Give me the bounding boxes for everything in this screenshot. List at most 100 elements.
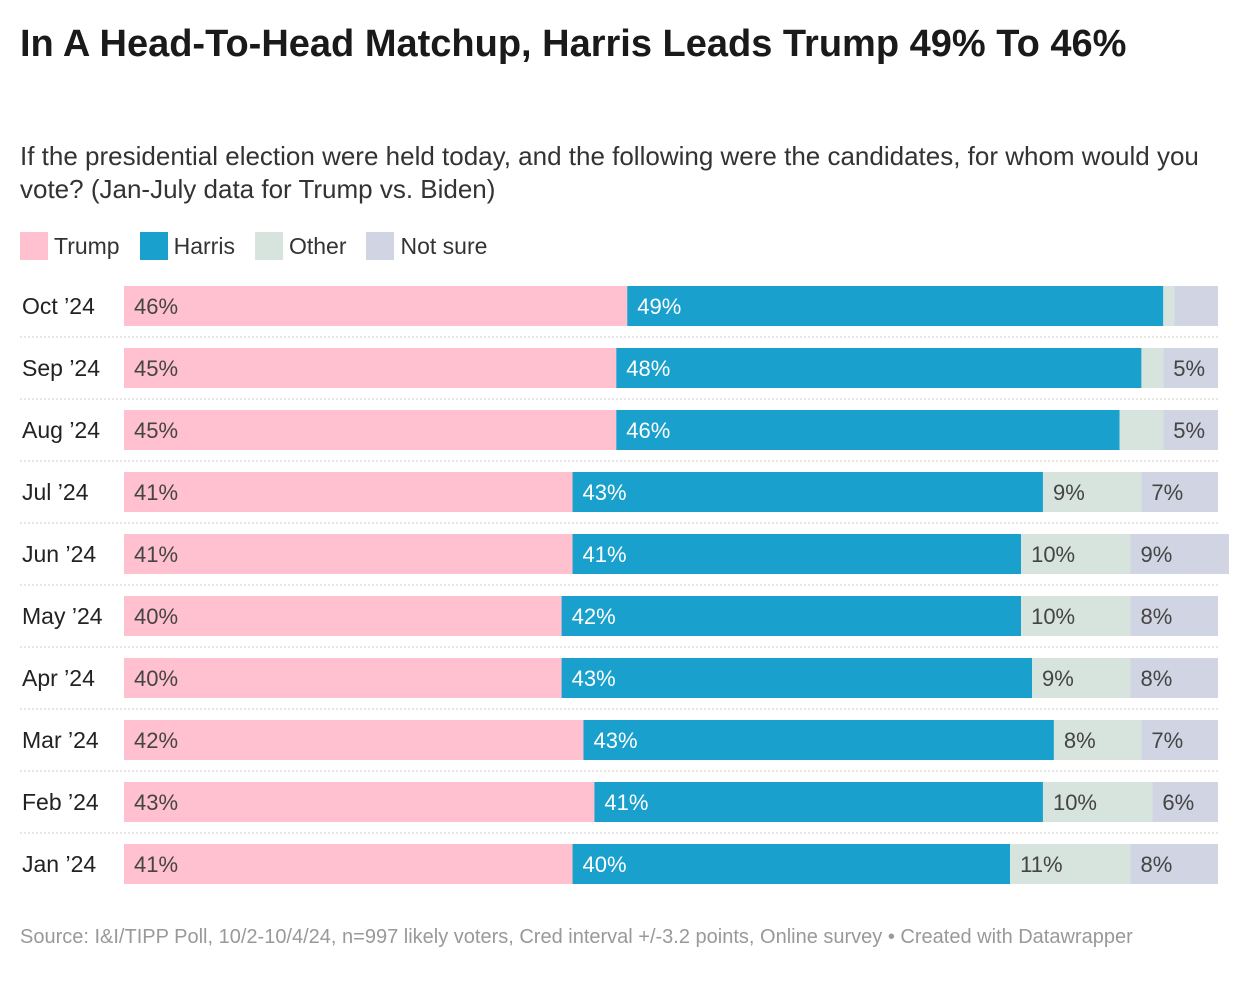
value-label-other-jul-24: 9% — [1053, 480, 1085, 505]
value-label-harris-aug-24: 46% — [626, 418, 670, 443]
category-label-sep-24: Sep ’24 — [22, 355, 100, 381]
value-label-harris-mar-24: 43% — [593, 728, 637, 753]
category-label-apr-24: Apr ’24 — [22, 665, 95, 691]
bar-other-mar-24 — [1053, 720, 1142, 760]
value-label-not-sure-mar-24: 7% — [1151, 728, 1183, 753]
value-label-trump-oct-24: 46% — [134, 294, 178, 319]
bar-not-sure-jun-24 — [1130, 534, 1229, 574]
bar-other-oct-24 — [1163, 286, 1175, 326]
value-label-not-sure-sep-24: 5% — [1173, 356, 1205, 381]
bar-harris-may-24 — [561, 596, 1022, 636]
bar-other-jun-24 — [1021, 534, 1131, 574]
legend-swatch-not-sure — [366, 232, 395, 260]
value-label-trump-may-24: 40% — [134, 604, 178, 629]
value-label-not-sure-may-24: 8% — [1140, 604, 1172, 629]
legend-label-harris: Harris — [173, 232, 235, 259]
value-label-trump-jun-24: 41% — [134, 542, 178, 567]
value-label-harris-sep-24: 48% — [626, 356, 670, 381]
bar-trump-sep-24 — [124, 348, 617, 388]
bar-harris-jan-24 — [572, 844, 1011, 884]
bar-other-feb-24 — [1042, 782, 1153, 822]
bar-other-apr-24 — [1032, 658, 1131, 698]
bar-harris-oct-24 — [627, 286, 1164, 326]
bar-not-sure-apr-24 — [1130, 658, 1218, 698]
bar-not-sure-jul-24 — [1141, 472, 1218, 512]
legend-swatch-other — [254, 232, 283, 260]
bar-harris-apr-24 — [561, 658, 1033, 698]
value-label-harris-jan-24: 40% — [583, 852, 627, 877]
value-label-other-apr-24: 9% — [1042, 666, 1074, 691]
bar-trump-mar-24 — [124, 720, 584, 760]
value-label-other-mar-24: 8% — [1064, 728, 1096, 753]
bar-harris-sep-24 — [616, 348, 1142, 388]
bar-other-jul-24 — [1042, 472, 1142, 512]
category-label-jan-24: Jan ’24 — [22, 851, 96, 877]
legend: Trump Harris Other Not sure — [20, 231, 507, 261]
bar-not-sure-sep-24 — [1163, 348, 1218, 388]
bar-trump-apr-24 — [124, 658, 562, 698]
category-label-may-24: May ’24 — [22, 603, 103, 629]
bar-harris-aug-24 — [616, 410, 1120, 450]
bar-harris-mar-24 — [583, 720, 1054, 760]
value-label-not-sure-feb-24: 6% — [1162, 790, 1194, 815]
value-label-not-sure-apr-24: 8% — [1140, 666, 1172, 691]
legend-swatch-harris — [139, 232, 168, 260]
value-label-not-sure-jan-24: 8% — [1140, 852, 1172, 877]
legend-item-harris: Harris — [139, 232, 235, 260]
value-label-harris-jul-24: 43% — [583, 480, 627, 505]
bar-harris-jul-24 — [572, 472, 1043, 512]
value-label-trump-feb-24: 43% — [134, 790, 178, 815]
bar-harris-feb-24 — [594, 782, 1043, 822]
bar-trump-oct-24 — [124, 286, 628, 326]
bar-other-sep-24 — [1141, 348, 1164, 388]
category-label-jun-24: Jun ’24 — [22, 541, 96, 567]
value-label-not-sure-aug-24: 5% — [1173, 418, 1205, 443]
bar-other-may-24 — [1021, 596, 1131, 636]
bar-other-aug-24 — [1119, 410, 1164, 450]
category-label-oct-24: Oct ’24 — [22, 293, 95, 319]
value-label-harris-feb-24: 41% — [604, 790, 648, 815]
source-note: Source: I&I/TIPP Poll, 10/2-10/4/24, n=9… — [20, 926, 1133, 948]
bar-trump-feb-24 — [124, 782, 595, 822]
category-label-jul-24: Jul ’24 — [22, 479, 89, 505]
value-label-trump-jul-24: 41% — [134, 480, 178, 505]
bar-not-sure-feb-24 — [1152, 782, 1218, 822]
value-label-trump-sep-24: 45% — [134, 356, 178, 381]
bar-not-sure-jan-24 — [1130, 844, 1218, 884]
bar-harris-jun-24 — [572, 534, 1022, 574]
value-label-not-sure-jun-24: 9% — [1140, 542, 1172, 567]
value-label-trump-jan-24: 41% — [134, 852, 178, 877]
legend-swatch-trump — [20, 232, 48, 260]
value-label-trump-aug-24: 45% — [134, 418, 178, 443]
legend-item-not-sure: Not sure — [366, 232, 487, 260]
category-label-mar-24: Mar ’24 — [22, 727, 99, 753]
category-label-feb-24: Feb ’24 — [22, 789, 99, 815]
value-label-harris-jun-24: 41% — [583, 542, 627, 567]
value-label-harris-may-24: 42% — [572, 604, 616, 629]
stacked-bar-chart: Oct ’24 46% 49% Sep ’24 45% 48% 5% Aug ’24 45% 46… — [20, 286, 1229, 884]
value-label-other-may-24: 10% — [1031, 604, 1075, 629]
bar-not-sure-aug-24 — [1163, 410, 1218, 450]
bar-not-sure-may-24 — [1130, 596, 1218, 636]
chart-subtitle: If the presidential election were held t… — [20, 141, 1199, 204]
value-label-harris-apr-24: 43% — [572, 666, 616, 691]
value-label-harris-oct-24: 49% — [637, 294, 681, 319]
value-label-trump-apr-24: 40% — [134, 666, 178, 691]
chart-title: In A Head-To-Head Matchup, Harris Leads … — [20, 23, 1127, 65]
bar-trump-jul-24 — [124, 472, 573, 512]
legend-label-other: Other — [288, 232, 347, 259]
bar-not-sure-oct-24 — [1174, 286, 1218, 326]
value-label-other-jun-24: 10% — [1031, 542, 1075, 567]
bar-trump-jun-24 — [124, 534, 573, 574]
legend-label-not-sure: Not sure — [400, 232, 488, 259]
value-label-other-jan-24: 11% — [1020, 852, 1062, 877]
legend-item-other: Other — [254, 232, 347, 260]
bar-trump-jan-24 — [124, 844, 573, 884]
bar-trump-may-24 — [124, 596, 562, 636]
value-label-not-sure-jul-24: 7% — [1151, 480, 1183, 505]
value-label-other-feb-24: 10% — [1053, 790, 1097, 815]
legend-label-trump: Trump — [54, 232, 120, 259]
bar-other-jan-24 — [1010, 844, 1131, 884]
legend-item-trump: Trump — [20, 232, 120, 260]
value-label-trump-mar-24: 42% — [134, 728, 178, 753]
